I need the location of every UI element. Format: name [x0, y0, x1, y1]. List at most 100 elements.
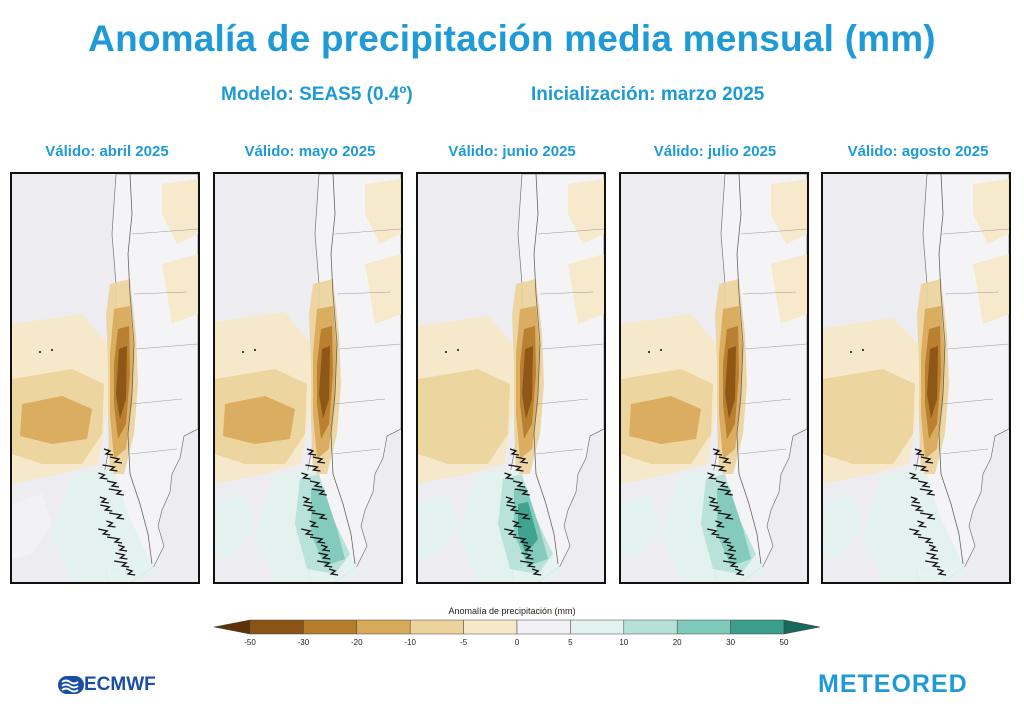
dry-anomaly-northeast: [771, 179, 807, 244]
province-border: [740, 228, 807, 235]
dry-anomaly-east: [162, 254, 198, 324]
province-border: [541, 343, 604, 350]
colorbar-segment: [570, 619, 625, 635]
province-border: [334, 398, 386, 405]
colorbar-label: Anomalía de precipitación (mm): [448, 606, 576, 616]
province-border: [942, 228, 1009, 235]
province-border: [940, 448, 989, 455]
country-border: [127, 174, 153, 565]
province-border: [946, 343, 1009, 350]
colorbar-tick-label: 10: [619, 638, 629, 647]
page-title: Anomalía de precipitación media mensual …: [88, 18, 936, 59]
province-border: [535, 448, 584, 455]
wet-anomaly-southwest: [418, 494, 458, 559]
colorbar: [214, 619, 820, 635]
province-border: [338, 343, 401, 350]
ecmwf-logo: ECMWF: [58, 674, 156, 696]
dry-anomaly-east: [771, 254, 807, 324]
province-border: [135, 343, 198, 350]
map-canvas: [215, 174, 401, 582]
dry-anomaly-east: [973, 254, 1009, 324]
province-border: [944, 291, 999, 295]
province-border: [742, 291, 797, 295]
colorbar-segment: [214, 619, 251, 635]
colorbar-segment: [303, 619, 358, 635]
province-border: [131, 228, 198, 235]
dry-band-core: [116, 346, 127, 419]
country-border: [330, 174, 356, 565]
wet-anomaly-southwest: [215, 494, 255, 559]
country-border: [938, 174, 964, 565]
province-border: [539, 291, 594, 295]
model-subtitle: Modelo: SEAS5 (0.4º): [221, 84, 413, 105]
map-panel-julio: [619, 172, 809, 584]
dry-anomaly-ocean-core: [223, 396, 295, 444]
panel-title-junio: Válido: junio 2025: [448, 143, 576, 160]
island-marker: [254, 349, 256, 351]
fjord-coastline: [504, 448, 542, 576]
province-border: [942, 398, 994, 405]
province-border: [740, 398, 792, 405]
dry-anomaly-ocean-core: [629, 396, 701, 444]
ecmwf-logo-icon: [58, 676, 84, 694]
wet-anomaly-southwest: [823, 494, 863, 559]
colorbar-tick-label: -30: [297, 638, 310, 647]
colorbar-segment: [409, 619, 464, 635]
colorbar-tick-label: 0: [514, 638, 520, 647]
colorbar-segment: [676, 619, 731, 635]
dry-band-core: [725, 346, 736, 419]
dry-anomaly-east: [568, 254, 604, 324]
map-panel-agosto: [821, 172, 1011, 584]
island-marker: [660, 349, 662, 351]
country-border: [736, 174, 762, 565]
island-marker: [850, 351, 852, 353]
colorbar-tick-label: -20: [351, 638, 363, 647]
colorbar-segment: [516, 619, 571, 635]
panel-title-julio: Válido: julio 2025: [653, 143, 777, 160]
province-border: [537, 228, 604, 235]
fjord-coastline: [909, 448, 947, 576]
map-canvas: [621, 174, 807, 582]
province-border: [133, 291, 188, 295]
meteored-logo: METEORED: [818, 670, 968, 698]
dry-band-core: [319, 346, 330, 419]
dry-anomaly-east: [365, 254, 401, 324]
panel-title-mayo: Válido: mayo 2025: [244, 143, 376, 160]
dry-anomaly-ocean: [418, 369, 510, 464]
island-marker: [51, 349, 53, 351]
island-marker: [457, 349, 459, 351]
dry-anomaly-ocean-core: [20, 396, 92, 444]
dry-anomaly-northeast: [973, 179, 1009, 244]
map-canvas: [823, 174, 1009, 582]
province-border: [738, 448, 787, 455]
dry-anomaly-ocean: [823, 369, 915, 464]
colorbar-segment: [623, 619, 678, 635]
wet-anomaly-core: [717, 486, 751, 566]
colorbar-tick-label: -10: [404, 638, 416, 647]
province-border: [334, 228, 401, 235]
province-border: [129, 448, 178, 455]
colorbar-tick-label: 50: [779, 638, 789, 647]
colorbar-tick-label: 5: [568, 638, 573, 647]
panel-title-abril: Válido: abril 2025: [45, 143, 169, 160]
fjord-coastline: [98, 448, 136, 576]
wet-anomaly-southwest: [621, 494, 661, 559]
country-border: [533, 174, 559, 565]
colorbar-tick-label: -50: [244, 638, 256, 647]
map-canvas: [418, 174, 604, 582]
colorbar-segment: [783, 619, 820, 635]
dry-band-core: [927, 346, 938, 419]
panel-title-agosto: Válido: agosto 2025: [847, 143, 989, 160]
dry-band-core: [522, 346, 533, 419]
island-marker: [862, 349, 864, 351]
colorbar-segment: [249, 619, 304, 635]
island-marker: [242, 351, 244, 353]
province-border: [332, 448, 381, 455]
colorbar-segment: [730, 619, 785, 635]
map-panel-junio: [416, 172, 606, 584]
province-border: [537, 398, 589, 405]
colorbar-tick-label: 20: [672, 638, 682, 647]
wet-anomaly-core: [311, 486, 345, 566]
map-panel-mayo: [213, 172, 403, 584]
fjord-coastline: [707, 448, 745, 576]
